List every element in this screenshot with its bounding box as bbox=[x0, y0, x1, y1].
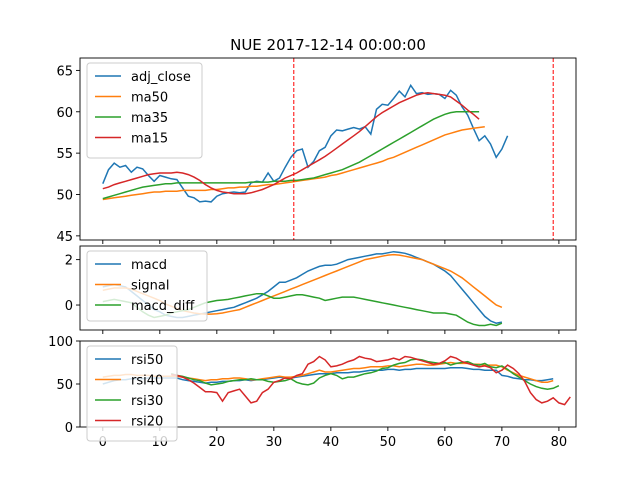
legend-label-rsi50: rsi50 bbox=[131, 353, 163, 368]
y-tick-label: 100 bbox=[48, 335, 73, 350]
x-tick-label: 0 bbox=[99, 435, 107, 450]
series-line-rsi20 bbox=[171, 355, 571, 406]
panel-1: 45 50 55 60 65 adj_close ma50 ma35 ma15 bbox=[56, 57, 577, 245]
y-tick-label: 60 bbox=[56, 106, 73, 121]
y-tick-label: 65 bbox=[56, 64, 73, 79]
legend-label-rsi30: rsi30 bbox=[131, 394, 163, 409]
axes-frame bbox=[79, 245, 577, 331]
x-tick-label: 30 bbox=[266, 435, 283, 450]
legend-label-ma15: ma15 bbox=[131, 132, 168, 147]
legend-box bbox=[86, 62, 203, 159]
x-tick-label: 20 bbox=[209, 435, 226, 450]
legend-label-signal: signal bbox=[131, 279, 169, 294]
legend-box bbox=[86, 345, 178, 442]
series-line-ma15 bbox=[102, 91, 480, 195]
x-tick-label: 40 bbox=[323, 435, 340, 450]
y-tick-label: 50 bbox=[56, 378, 73, 393]
legend-label-rsi40: rsi40 bbox=[131, 374, 163, 389]
legend: adj_close ma50 ma35 ma15 bbox=[86, 62, 203, 159]
y-tick-label: 0 bbox=[65, 421, 73, 436]
legend-label-ma35: ma35 bbox=[131, 111, 168, 126]
series-line-rsi50 bbox=[102, 366, 554, 385]
x-tick-label: 80 bbox=[551, 435, 568, 450]
legend-label-rsi20: rsi20 bbox=[131, 415, 163, 430]
series-line-ma35 bbox=[102, 111, 480, 200]
series-line-rsi30 bbox=[170, 358, 560, 390]
legend: macd signal macd_diff bbox=[86, 250, 208, 322]
x-tick-label: 50 bbox=[380, 435, 397, 450]
y-tick-label: 0 bbox=[65, 299, 73, 314]
legend-label-macd: macd bbox=[131, 258, 167, 273]
y-tick-label: 45 bbox=[56, 230, 73, 245]
x-tick-label: 70 bbox=[494, 435, 511, 450]
chart-title: NUE 2017-12-14 00:00:00 bbox=[230, 36, 426, 54]
axes-frame bbox=[79, 57, 577, 241]
legend: rsi50 rsi40 rsi30 rsi20 bbox=[86, 345, 178, 442]
x-tick-label: 60 bbox=[437, 435, 454, 450]
panel-2: 0 2 macd signal macd_diff bbox=[65, 245, 577, 334]
legend-label-adj-close: adj_close bbox=[131, 70, 191, 85]
y-tick-label: 2 bbox=[65, 254, 73, 269]
legend-label-macd-diff: macd_diff bbox=[131, 299, 195, 314]
legend-box bbox=[86, 250, 208, 322]
legend-label-ma50: ma50 bbox=[131, 91, 168, 106]
y-tick-label: 55 bbox=[56, 147, 73, 162]
y-tick-label: 50 bbox=[56, 189, 73, 204]
